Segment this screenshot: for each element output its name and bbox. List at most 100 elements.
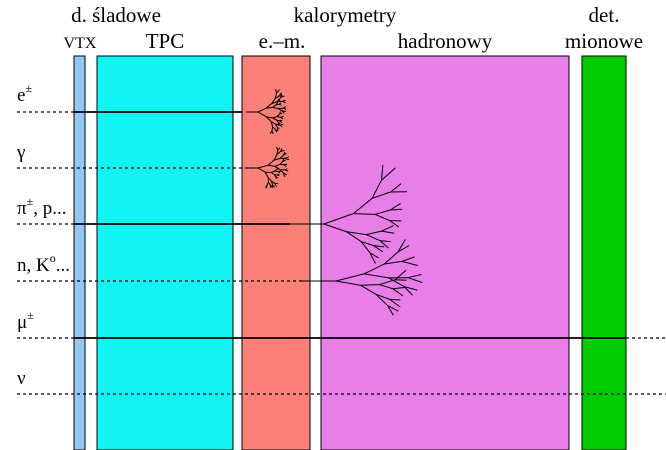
shower-branch (275, 123, 280, 126)
shower-branch (397, 245, 410, 253)
shower-branch (265, 116, 272, 122)
shower-branch (335, 280, 361, 286)
shower-branch (276, 116, 281, 118)
particle-label-muon: μ± (17, 308, 34, 333)
shower-branch (267, 159, 275, 166)
shower-branch (257, 164, 269, 169)
shower-branch (369, 252, 376, 264)
shower-branch (401, 260, 418, 266)
shower-branch (360, 284, 377, 295)
muon-detector-label-1: det. (589, 3, 620, 27)
shower-branch (375, 293, 388, 306)
shower-branch (363, 263, 385, 275)
shower-branch (264, 171, 269, 178)
shower-branch (407, 277, 423, 283)
shower-branch (283, 153, 287, 156)
shower-branch (390, 183, 402, 193)
shower-branch (371, 179, 382, 199)
shower-branch (278, 103, 282, 106)
shower-branch (276, 103, 280, 106)
shower-branch (375, 213, 390, 222)
hadronic-shower-charged (290, 165, 408, 264)
shower-branch (407, 274, 422, 279)
shower-branch (279, 160, 284, 165)
vtx-layer (73, 55, 86, 450)
shower-branch (264, 184, 268, 188)
shower-branch (373, 245, 385, 248)
shower-branch (272, 126, 276, 131)
shower-branch (269, 130, 273, 134)
shower-branch (360, 241, 374, 246)
shower-branch (282, 107, 287, 110)
shower-branch (280, 163, 285, 166)
shower-branch (389, 202, 401, 211)
particle-label-electron: e± (17, 81, 32, 106)
em-shower-photon (246, 146, 290, 189)
shower-branch (283, 172, 286, 178)
shower-branch (284, 169, 289, 172)
muon-detector-layer (581, 55, 627, 450)
shower-branch (381, 167, 396, 181)
shower-branch (275, 129, 278, 133)
shower-branch (257, 167, 266, 173)
particle-label-photon: γ (16, 142, 25, 163)
shower-branch (265, 106, 273, 109)
shower-branch (392, 288, 404, 297)
shower-branch (279, 124, 283, 128)
shower-branch (274, 95, 280, 99)
shower-branch (323, 213, 354, 225)
shower-branch (267, 164, 275, 167)
tpc-label: TPC (146, 29, 185, 53)
shower-branch (272, 117, 277, 121)
shower-branch (279, 112, 283, 115)
shower-branch (393, 286, 407, 290)
shower-branch (275, 123, 278, 128)
shower-branch (270, 172, 275, 175)
shower-branch (277, 147, 281, 151)
shower-branch (280, 95, 285, 99)
shower-branch (387, 304, 399, 312)
shower-branch (272, 116, 277, 119)
shower-branch (394, 269, 407, 281)
shower-branch (271, 126, 274, 131)
tracking-group-label: d. śladowe (71, 3, 161, 27)
shower-branch (381, 165, 384, 181)
shower-branch (270, 121, 276, 125)
shower-branch (403, 286, 414, 296)
shower-branch (403, 286, 418, 291)
shower-branch (271, 98, 276, 104)
shower-branch (386, 305, 394, 316)
shower-branch (269, 184, 272, 188)
shower-branch (280, 116, 284, 120)
shower-branch (265, 103, 273, 109)
shower-branch (389, 298, 401, 301)
particle-label-neutrino: ν (17, 368, 26, 389)
shower-branch (270, 121, 274, 127)
shower-branch (352, 197, 373, 214)
shower-branch (280, 93, 282, 98)
muon-detector-label-2: mionowe (565, 29, 643, 53)
shower-branch (274, 163, 281, 167)
shower-branch (270, 170, 275, 173)
hadronic-shower-neutral (302, 239, 423, 316)
shower-branch (282, 159, 287, 162)
em-calorimeter-layer (241, 55, 311, 450)
hadronic-calorimeter-layer (320, 55, 570, 450)
shower-branch (389, 298, 401, 308)
shower-branch (277, 174, 280, 177)
shower-branch (279, 120, 283, 123)
shower-branch (275, 89, 278, 94)
shower-branch (274, 93, 278, 99)
shower-branch (375, 209, 391, 215)
shower-branch (276, 89, 280, 94)
shower-branch (397, 239, 406, 253)
shower-branch (390, 208, 403, 211)
shower-branch (373, 245, 384, 253)
shower-branch (273, 154, 278, 161)
shower-branch (360, 241, 371, 254)
shower-branch (379, 240, 391, 243)
shower-branch (273, 157, 281, 161)
shower-branch (375, 293, 390, 300)
